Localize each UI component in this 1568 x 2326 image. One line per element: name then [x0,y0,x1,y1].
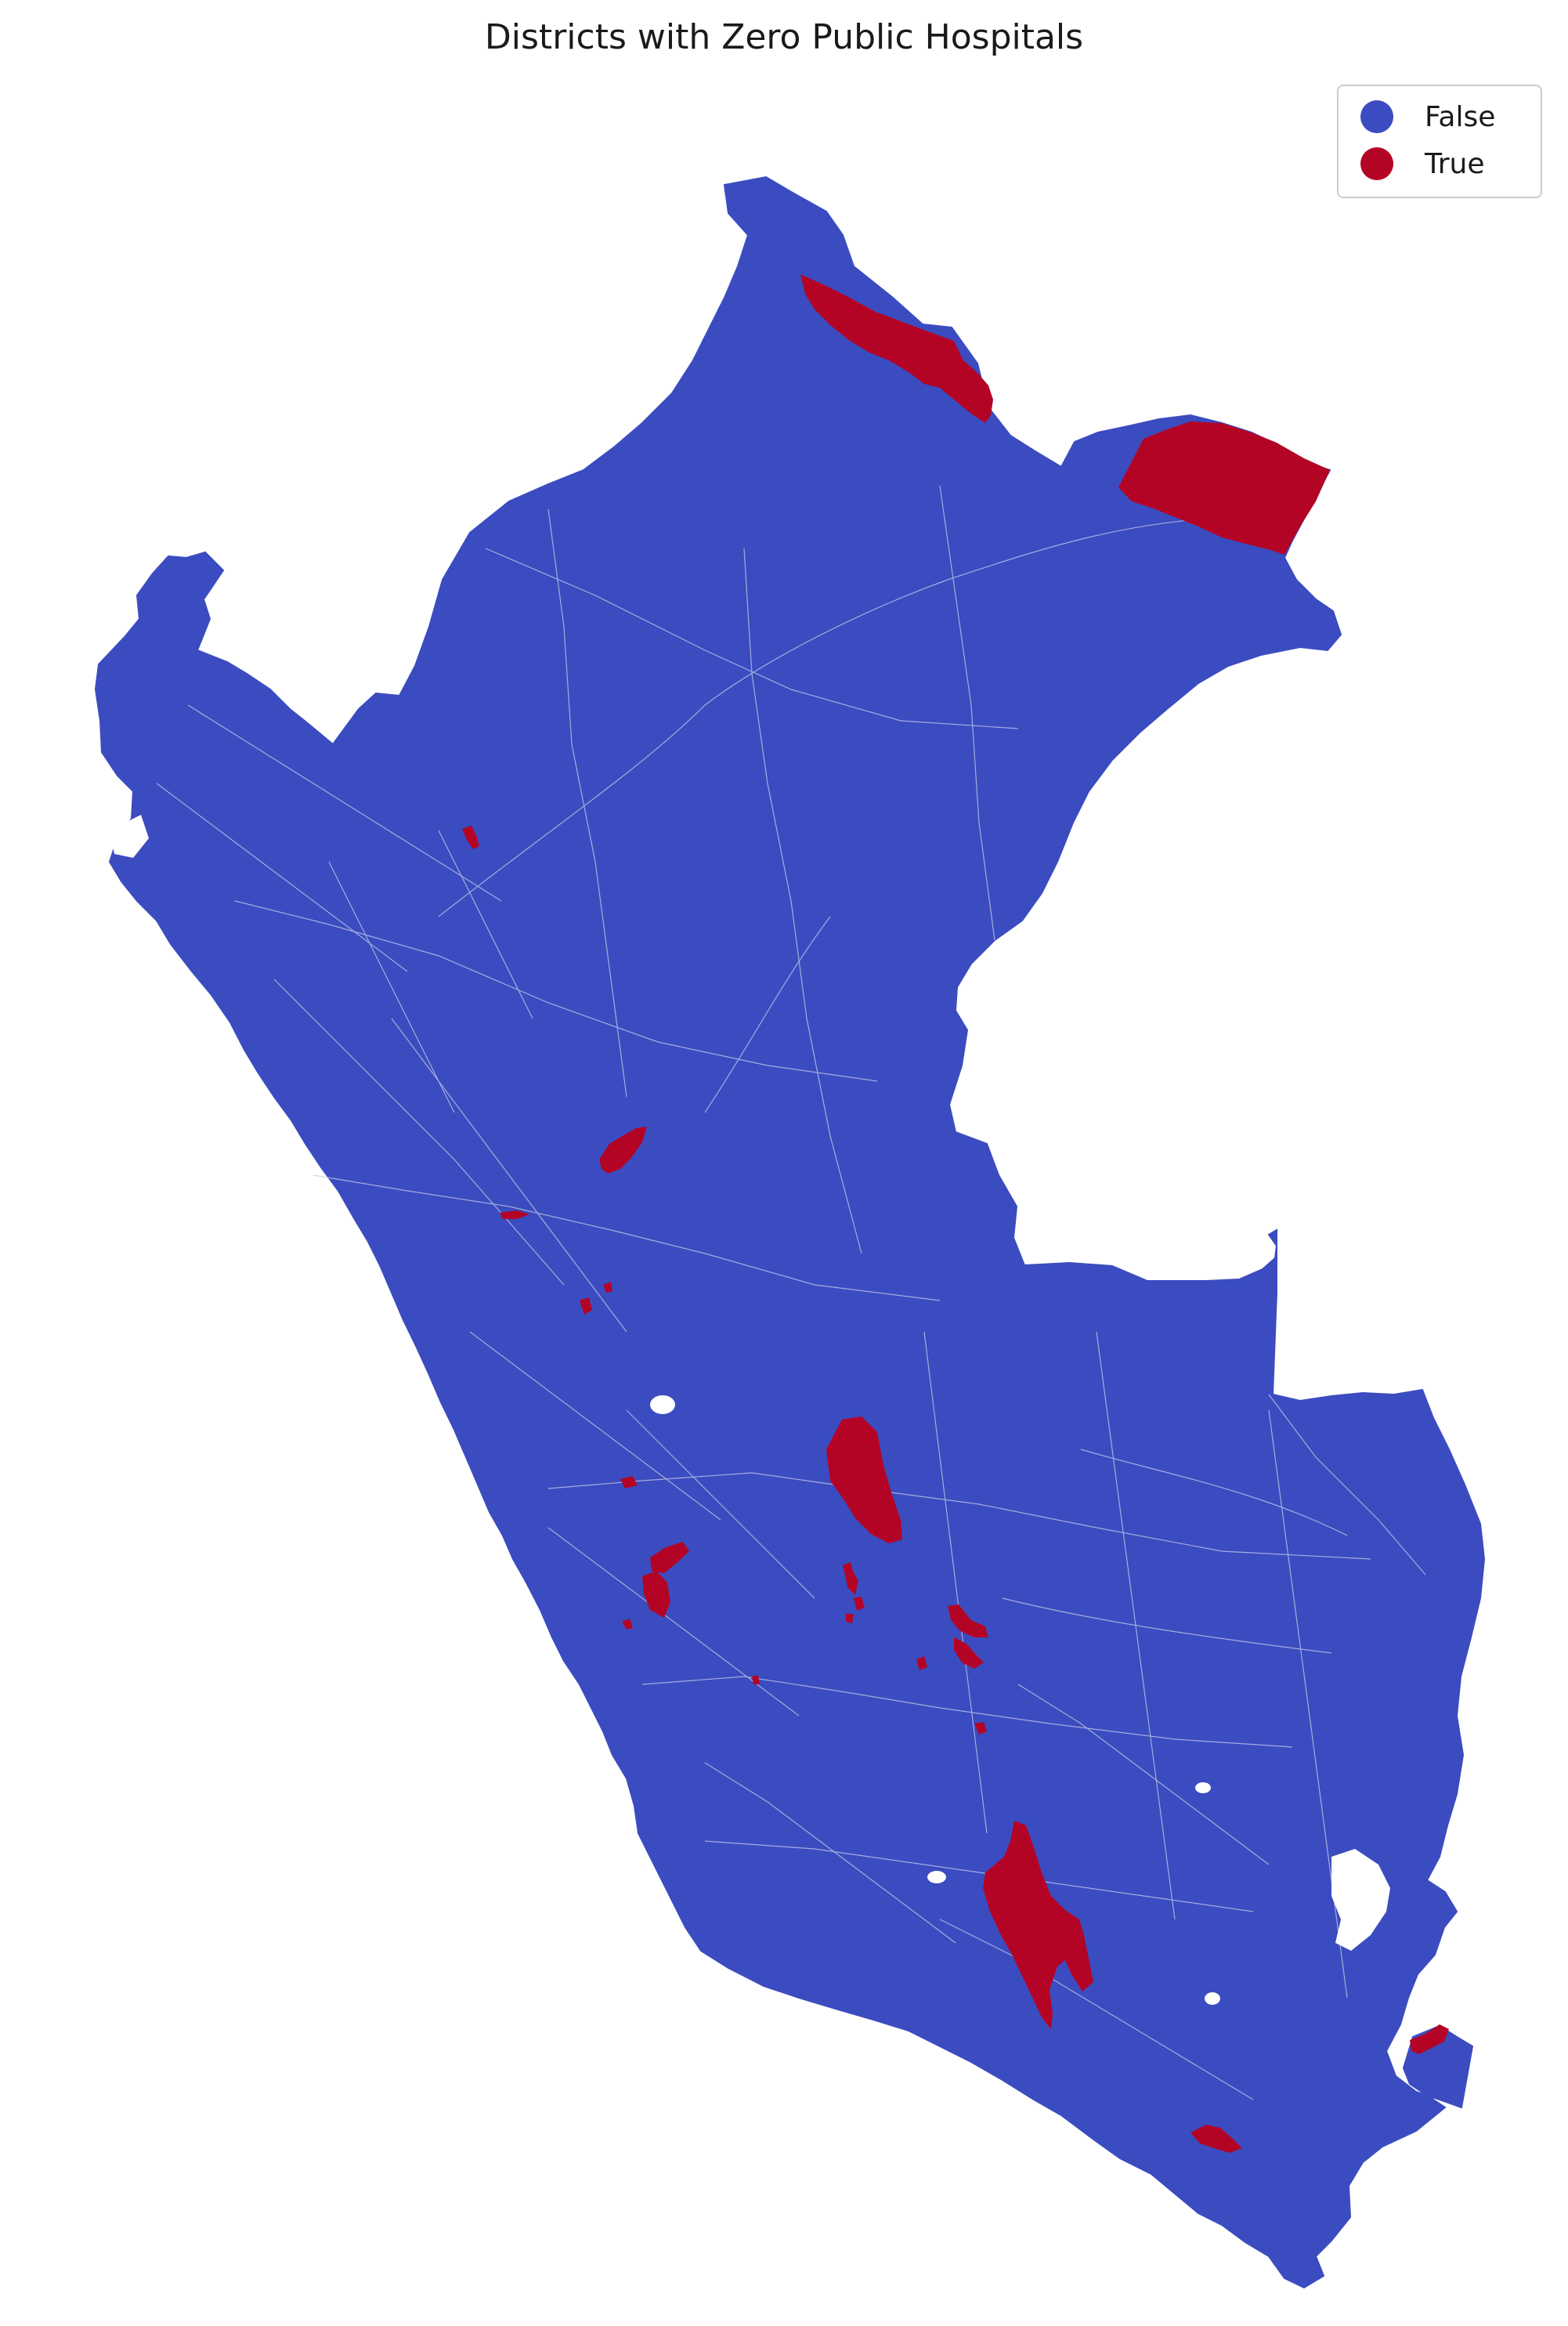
district-borders [156,485,1426,2100]
zero-hospital-districts [462,274,1449,2153]
region-border-vertical-5 [923,1331,988,1834]
lake-3 [1205,1992,1220,2005]
region-border-east [1268,1394,1426,1575]
district-true-hvca-2 [854,1597,865,1611]
district-true-small-3 [603,1282,612,1293]
legend-label-true: True [1425,147,1485,180]
district-true-small-5 [622,1619,633,1630]
coastal-grid-3 [273,979,565,1286]
highland-grid-2 [438,830,533,1019]
region-border-south-2 [641,1676,1293,1748]
district-true-tacna [1190,2125,1242,2153]
coastal-grid-4 [391,1018,627,1333]
coastal-grid-1 [187,704,502,902]
region-border-vertical-3 [939,485,995,941]
district-true-arequipa [983,1821,1093,2029]
region-border-vertical-1 [547,508,627,1098]
river-line-4 [1002,1597,1332,1654]
map-title: Districts with Zero Public Hospitals [484,17,1084,57]
district-true-small-4 [620,1476,638,1489]
country-shape [94,175,1486,2289]
river-line-2 [704,916,831,1113]
lake-titicaca [1331,1849,1390,1951]
lake-2 [1195,1782,1211,1793]
district-true-puno-border [1410,2024,1449,2054]
region-border-vertical-2 [743,548,862,1254]
legend-marker-true [1360,147,1393,180]
region-border-mid-2 [313,1174,941,1301]
district-true-small-8 [916,1656,927,1670]
district-true-small-1 [500,1210,529,1219]
district-true-yavari [1118,421,1330,555]
region-border-mid-1 [234,900,878,1082]
region-border-north [485,548,1019,729]
district-true-small-10 [974,1722,987,1735]
district-true-small-north [462,826,479,849]
district-true-hvca-1 [844,1567,858,1595]
peru-outline [94,175,1486,2289]
district-true-small-7 [846,1614,854,1623]
coastal-grid-2 [156,783,408,972]
district-true-small-2 [580,1297,592,1315]
coastal-grid-8 [939,1919,1254,2100]
highland-grid-4 [1017,1684,1270,1865]
legend-item-false: False [1360,97,1495,136]
highland-grid-3 [626,1409,815,1599]
legend-item-true: True [1360,144,1484,183]
map-legend: False True [1337,85,1542,198]
region-border-south-1 [547,1472,1371,1560]
region-border-south-3 [704,1840,1254,1912]
district-true-junin [826,1416,902,1543]
legend-label-false: False [1425,100,1496,133]
district-true-apurimac-2 [954,1637,984,1669]
highland-grid-1 [328,861,455,1113]
coastal-grid-5 [469,1331,721,1521]
district-true-lima-1 [650,1542,689,1573]
coastal-grid-7 [704,1762,956,1944]
district-true-small-9 [752,1675,760,1684]
lakes [650,1395,1390,2005]
district-true-huanuco [599,1127,647,1174]
coastal-bay-notch [110,815,149,858]
lake-4 [927,1871,946,1883]
legend-marker-false [1360,100,1393,133]
river-line-3 [1080,1449,1348,1536]
amazon-river-line [438,516,1254,917]
district-true-putumayo [800,274,993,423]
district-true-apurimac-1 [948,1604,988,1637]
lake-1 [650,1395,675,1414]
district-true-lima-2 [642,1571,670,1618]
